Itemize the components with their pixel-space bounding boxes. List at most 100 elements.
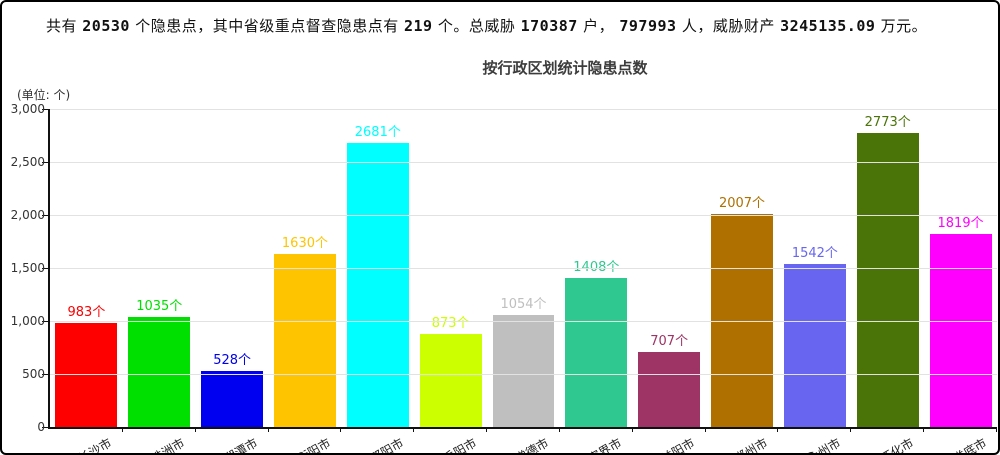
y-tick-label: 2,500 (10, 155, 45, 169)
summary-fragment: 共有 (46, 17, 83, 35)
bar-slot: 1054个常德市 (487, 109, 560, 453)
y-tick-label: 1,000 (10, 314, 45, 328)
bar-value-label: 707个 (650, 334, 689, 350)
x-tick-label: 湘潭市 (221, 435, 261, 455)
bar-slot: 1542个永州市 (778, 109, 851, 453)
unit-label: (单位: 个) (17, 88, 71, 102)
x-axis-tick (413, 427, 415, 432)
summary-fragment: 户， (577, 17, 620, 35)
y-tick-label: 1,500 (10, 261, 45, 275)
summary-number: 3245135.09 (780, 17, 876, 35)
y-tick-label: 500 (22, 367, 45, 381)
bar-slot: 873个岳阳市 (414, 109, 487, 453)
bar-value-label: 1630个 (281, 236, 328, 252)
x-axis-tick (486, 427, 488, 432)
y-axis-tick (42, 374, 48, 375)
x-tick-label: 张家界市 (575, 435, 625, 455)
chart-title: 按行政区划统计隐患点数 (482, 59, 648, 77)
y-tick-label: 2,000 (10, 208, 45, 222)
x-axis-tick (267, 427, 269, 432)
bar-slot: 528个湘潭市 (196, 109, 269, 453)
plot-area: 983个 长沙市 1035个 株洲市 528个 湘潭市 1630个 衡阳市 2681个 邵阳市 87… (42, 108, 997, 453)
bar-永州市[interactable]: 1542个 (783, 246, 846, 427)
summary-number: 20530 (82, 17, 130, 35)
bar-slot: 1408个张家界市 (560, 109, 633, 453)
x-tick-label: 益阳市 (658, 435, 698, 455)
summary-number: 170387 (520, 17, 578, 35)
y-tick-label: 3,000 (10, 102, 45, 116)
bar-value-label: 1819个 (937, 216, 984, 232)
summary-fragment: 个隐患点，其中省级重点督查隐患点有 (129, 17, 404, 35)
bar-value-label: 528个 (213, 353, 252, 369)
x-axis-tick (631, 427, 633, 432)
x-tick-label: 娄底市 (950, 435, 989, 455)
x-tick-label: 邵阳市 (367, 435, 406, 455)
gridline (50, 267, 997, 269)
y-axis-tick (42, 215, 48, 216)
y-axis-tick (42, 321, 48, 322)
summary-fragment: 人，威胁财产 (676, 17, 781, 35)
bar-slot: 2773个怀化市 (851, 109, 924, 453)
gridline (50, 373, 997, 375)
summary-fragment: 万元。 (875, 17, 928, 35)
bar-衡阳市[interactable]: 1630个 (274, 236, 336, 427)
x-axis-tick (704, 427, 706, 432)
x-tick-label: 常德市 (513, 435, 552, 455)
bar-value-label: 2773个 (864, 115, 911, 131)
summary-text: 共有 20530 个隐患点，其中省级重点督查隐患点有 219 个。总威胁 170… (46, 15, 978, 36)
bar-张家界市[interactable]: 1408个 (565, 260, 628, 427)
x-axis-tick (558, 427, 560, 432)
x-tick-label: 株洲市 (149, 435, 188, 455)
bar-slot: 707个益阳市 (633, 109, 706, 453)
bar-slot: 983个长沙市 (50, 109, 123, 453)
bar-value-label: 983个 (67, 304, 106, 320)
bar-value-label: 1054个 (500, 297, 547, 313)
gridline (50, 320, 997, 322)
x-tick-label: 郴州市 (731, 435, 771, 455)
x-axis-tick (850, 427, 852, 432)
bar-slot: 1819个娄底市 (924, 109, 997, 453)
x-tick-label: 怀化市 (877, 435, 916, 455)
bar-value-label: 1542个 (791, 245, 838, 261)
bar-slot: 1630个衡阳市 (269, 109, 342, 453)
bar-岳阳市[interactable]: 873个 (419, 316, 482, 427)
bar-value-label: 873个 (431, 316, 470, 332)
bar-value-label: 2681个 (354, 124, 401, 140)
bar-长沙市[interactable]: 983个 (55, 305, 118, 427)
bar-slot: 1035个株洲市 (123, 109, 196, 453)
y-axis-tick (42, 427, 48, 428)
summary-number: 219 (403, 17, 433, 35)
bar-value-label: 1035个 (136, 299, 183, 315)
bar-value-label: 2007个 (718, 196, 766, 212)
gridline (50, 108, 997, 110)
bar-怀化市[interactable]: 2773个 (856, 115, 919, 427)
gridline (50, 214, 997, 216)
bar-series: 983个 长沙市 1035个 株洲市 528个 湘潭市 1630个 衡阳市 2681个 邵阳市 87… (50, 109, 997, 453)
bar-slot: 2681个邵阳市 (341, 109, 414, 453)
y-axis-tick (42, 268, 48, 269)
x-tick-label: 衡阳市 (294, 435, 333, 455)
x-axis-tick (194, 427, 196, 432)
bar-value-label: 1408个 (573, 259, 620, 275)
bar-娄底市[interactable]: 1819个 (929, 216, 992, 427)
bar-株洲市[interactable]: 1035个 (128, 299, 191, 427)
summary-fragment: 个。总威胁 (432, 17, 521, 35)
summary-number: 797993 (619, 17, 677, 35)
y-axis-tick (42, 109, 48, 110)
x-tick-label: 长沙市 (76, 435, 115, 455)
bar-邵阳市[interactable]: 2681个 (346, 125, 409, 427)
x-axis-tick (340, 427, 342, 432)
y-axis-tick (42, 162, 48, 163)
x-tick-label: 永州市 (804, 435, 843, 455)
bar-益阳市[interactable]: 707个 (638, 334, 701, 427)
gridline (50, 161, 997, 163)
x-axis-tick (923, 427, 925, 432)
y-tick-label: 0 (37, 420, 45, 434)
x-axis-tick (121, 427, 123, 432)
x-axis-tick (777, 427, 779, 432)
bar-湘潭市[interactable]: 528个 (201, 353, 264, 427)
bar-常德市[interactable]: 1054个 (492, 297, 555, 427)
x-tick-label: 岳阳市 (440, 435, 479, 455)
x-axis-tick (996, 427, 997, 432)
